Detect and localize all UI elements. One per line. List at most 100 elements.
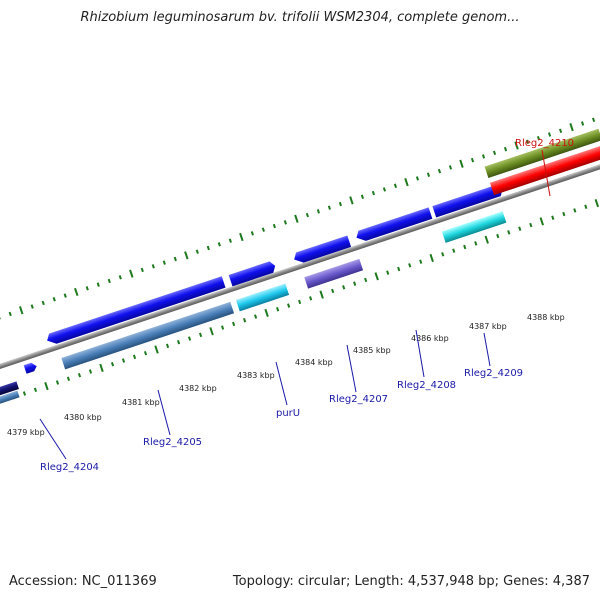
tick-mark <box>239 232 244 242</box>
tick-mark <box>129 269 134 278</box>
kbp-label: 4381 kbp <box>122 398 160 407</box>
leader-line <box>39 418 67 460</box>
gene-label-rleg2-4210[interactable]: Rleg2_4210 <box>515 138 574 149</box>
gene-label-rleg2-4208[interactable]: Rleg2_4208 <box>397 380 456 391</box>
tick-mark <box>195 249 199 254</box>
tick-mark <box>484 235 489 244</box>
tick-mark <box>558 128 563 134</box>
tick-mark <box>492 150 497 156</box>
tick-mark <box>364 277 368 283</box>
tick-mark <box>573 208 577 213</box>
tick-mark <box>228 238 232 243</box>
tick-mark <box>474 241 478 246</box>
gene-navy-left[interactable] <box>0 381 19 403</box>
kbp-label: 4380 kbp <box>64 413 102 422</box>
tick-mark <box>209 327 214 336</box>
gene-rleg2-4207[interactable] <box>304 258 364 289</box>
tick-mark <box>132 354 137 360</box>
tick-mark <box>264 308 269 318</box>
tick-mark <box>525 139 530 145</box>
tick-mark <box>55 380 60 385</box>
tick-mark <box>562 211 566 217</box>
tick-mark <box>154 345 159 354</box>
gene-arrow-rleg2-4209-fwd[interactable] <box>432 183 504 218</box>
tick-mark <box>547 132 552 137</box>
gene-arrow-rleg2-4207-fwd[interactable] <box>292 235 352 265</box>
tick-mark <box>580 121 585 126</box>
page-title: Rhizobium leguminosarum bv. trifolii WSM… <box>80 10 520 25</box>
gene-arrow-small-fwd[interactable] <box>23 361 38 374</box>
tick-mark <box>507 230 511 235</box>
tick-mark <box>594 198 600 208</box>
scale-labels: 4379 kbp 4380 kbp 4381 kbp 4382 kbp 4383… <box>7 313 565 437</box>
tick-mark <box>99 363 104 372</box>
gene-label-purU[interactable]: purU <box>276 408 300 419</box>
gene-rleg2-4209[interactable] <box>441 211 507 243</box>
tick-mark <box>206 245 210 251</box>
tick-mark <box>74 287 79 297</box>
gene-arrow-rleg2-4208-fwd[interactable] <box>355 207 433 243</box>
kbp-label: 4379 kbp <box>7 428 45 437</box>
tick-mark <box>8 311 12 317</box>
tick-mark <box>470 157 475 163</box>
tick-mark <box>360 194 365 199</box>
gene-label-rleg2-4207[interactable]: Rleg2_4207 <box>329 394 388 405</box>
tick-mark <box>254 314 258 319</box>
tick-mark <box>448 165 453 170</box>
gene-steel-left[interactable] <box>0 390 20 410</box>
tick-mark <box>592 117 596 123</box>
gene-arrow-purU-fwd[interactable] <box>228 260 277 287</box>
leader-line <box>346 344 357 393</box>
tick-mark <box>187 336 192 341</box>
tick-mark <box>243 318 247 323</box>
tick-mark <box>19 306 24 315</box>
tick-mark <box>353 281 357 286</box>
tick-mark <box>551 215 555 220</box>
gene-label-rleg2-4205[interactable]: Rleg2_4205 <box>143 437 202 448</box>
tick-mark <box>481 154 486 159</box>
inner-tick-ring <box>0 198 600 404</box>
leader-line <box>415 329 425 378</box>
tick-mark <box>143 350 148 356</box>
tick-mark <box>397 266 401 272</box>
gene-olive-outer[interactable] <box>484 128 600 179</box>
tick-mark <box>415 176 420 181</box>
tick-mark <box>386 270 390 275</box>
tick-mark <box>165 343 170 349</box>
gene-label-rleg2-4204[interactable]: Rleg2_4204 <box>40 462 99 473</box>
accession-text: Accession: NC_011369 <box>9 574 157 589</box>
tick-mark <box>96 282 100 287</box>
gene-labels: Rleg2_4204 Rleg2_4205 purU Rleg2_4207 Rl… <box>39 138 574 473</box>
tick-mark <box>217 242 221 247</box>
tick-mark <box>184 251 189 260</box>
tick-mark <box>250 231 254 236</box>
tick-mark <box>88 369 93 374</box>
gene-rleg2-4205[interactable] <box>61 301 235 370</box>
tick-mark <box>0 315 1 320</box>
tick-mark <box>118 275 122 280</box>
kbp-label: 4386 kbp <box>411 334 449 343</box>
tick-mark <box>382 187 387 192</box>
kbp-label: 4387 kbp <box>469 322 507 331</box>
tick-mark <box>342 285 346 290</box>
leader-line <box>157 389 171 436</box>
tick-mark <box>121 358 126 363</box>
kbp-label: 4384 kbp <box>295 358 333 367</box>
tick-mark <box>22 391 27 396</box>
tick-mark <box>85 286 89 291</box>
tick-mark <box>349 196 354 205</box>
tick-mark <box>287 303 291 308</box>
tick-mark <box>426 172 431 177</box>
tick-mark <box>52 297 56 302</box>
gene-label-rleg2-4209[interactable]: Rleg2_4209 <box>464 368 523 379</box>
tick-mark <box>429 253 434 263</box>
tick-mark <box>518 226 522 231</box>
tick-mark <box>30 304 34 309</box>
gene-purU[interactable] <box>235 283 290 312</box>
tick-mark <box>140 267 144 273</box>
tick-mark <box>162 260 166 265</box>
gene-arrow-rleg2-4205-fwd[interactable] <box>45 276 226 346</box>
gene-rleg2-4210[interactable] <box>489 144 600 196</box>
tick-mark <box>371 190 376 196</box>
